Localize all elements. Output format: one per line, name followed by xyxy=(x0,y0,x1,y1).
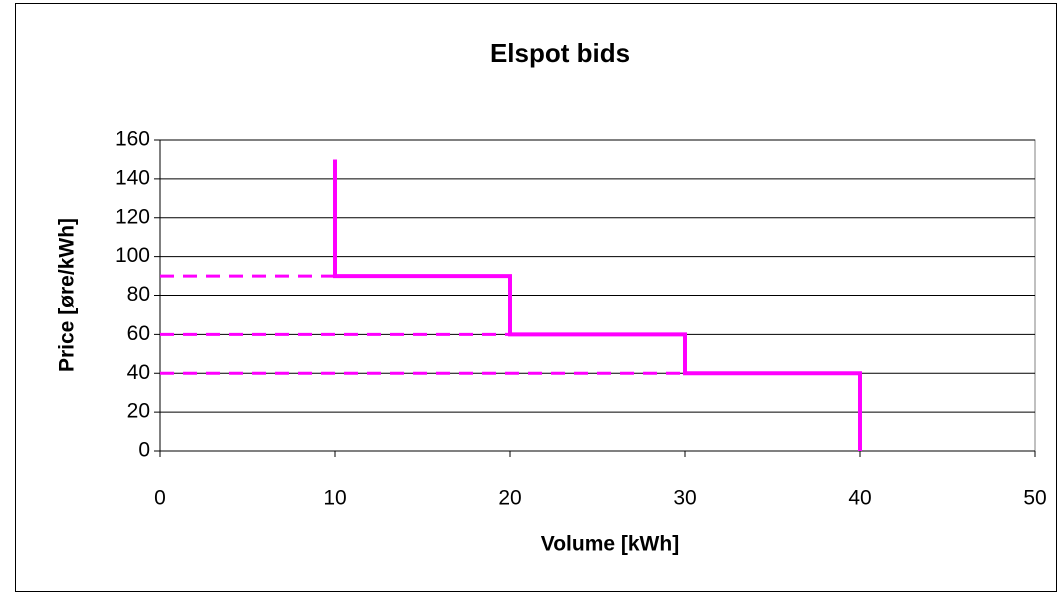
y-tick-label: 40 xyxy=(127,361,150,384)
y-tick-label: 140 xyxy=(115,166,150,189)
y-tick-label: 160 xyxy=(115,128,150,151)
series-line xyxy=(333,159,862,451)
y-tick-label: 60 xyxy=(127,322,150,345)
y-tick-label: 120 xyxy=(115,205,150,228)
y-tick-label: 80 xyxy=(127,283,150,306)
x-tick-label: 50 xyxy=(1023,487,1046,510)
y-tick-label: 0 xyxy=(138,439,150,462)
chart-title: Elspot bids xyxy=(490,38,630,68)
y-tick-label: 100 xyxy=(115,244,150,267)
x-axis-label: Volume [kWh] xyxy=(541,533,679,556)
x-tick-label: 40 xyxy=(848,487,871,510)
x-tick-label: 30 xyxy=(673,487,696,510)
y-tick-label: 20 xyxy=(127,400,150,423)
x-tick-label: 10 xyxy=(323,487,346,510)
x-tick-label: 0 xyxy=(154,487,166,510)
y-axis-label: Price [øre/kWh] xyxy=(56,218,79,372)
x-tick-label: 20 xyxy=(498,487,521,510)
